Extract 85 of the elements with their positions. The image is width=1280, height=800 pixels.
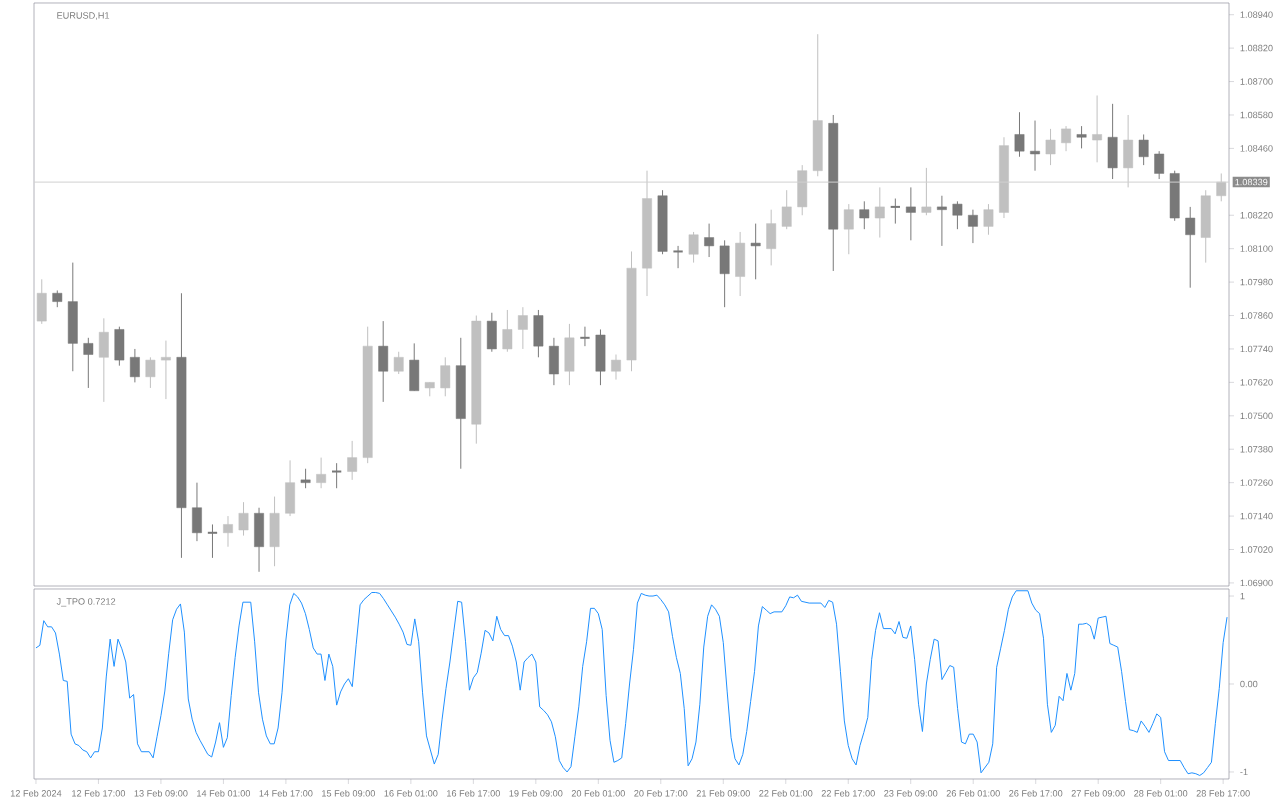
x-tick-label: 23 Feb 09:00 [884, 789, 938, 797]
candlestick [129, 348, 140, 383]
y-tick-label: 1.08220 [1240, 212, 1273, 219]
y-tick-label: 1 [1240, 592, 1245, 600]
x-tick-label: 12 Feb 17:00 [72, 789, 126, 797]
y-tick-label: 1.07620 [1240, 379, 1273, 386]
x-tick-label: 14 Feb 17:00 [259, 789, 313, 797]
x-tick-label: 19 Feb 09:00 [509, 789, 563, 797]
candlestick [952, 200, 963, 230]
candlestick [688, 231, 699, 264]
candlestick [1061, 125, 1071, 152]
candlestick [83, 337, 94, 389]
candlestick [843, 203, 854, 255]
candlestick [905, 186, 916, 241]
x-tick-label: 20 Feb 17:00 [634, 789, 688, 797]
x-tick-label: 20 Feb 01:00 [571, 789, 625, 797]
candlestick [1030, 120, 1040, 172]
candlestick [1138, 133, 1149, 166]
y-tick-label: 1.07380 [1240, 445, 1273, 453]
y-tick-label: 1.07260 [1240, 479, 1273, 486]
candlestick [889, 198, 901, 225]
text: J_TPO 0.7212 [56, 598, 116, 607]
x-tick-label: 16 Feb 01:00 [384, 789, 438, 797]
candlestick [393, 351, 404, 375]
candlestick [238, 501, 249, 537]
x-tick-label: 28 Feb 17:00 [1196, 789, 1250, 797]
candlestick [781, 189, 792, 230]
candlestick [440, 356, 451, 397]
x-tick-label: 12 Feb 2024 [10, 789, 62, 797]
candlestick [936, 195, 947, 247]
candlestick [704, 223, 715, 258]
y-tick-label: 1.08940 [1240, 11, 1273, 18]
y-tick-label: 1.08100 [1240, 245, 1273, 252]
x-tick-label: 13 Feb 09:00 [134, 789, 188, 797]
candlestick [1216, 172, 1227, 202]
candlestick [874, 186, 885, 239]
x-tick-label: 14 Feb 01:00 [197, 789, 251, 797]
y-tick-label: 1.07020 [1240, 546, 1273, 553]
x-tick-label: 15 Feb 09:00 [322, 789, 376, 797]
candlestick [517, 306, 528, 350]
candlestick [161, 340, 171, 400]
y-tick-label: 1.07860 [1240, 312, 1273, 319]
x-tick-label: 27 Feb 09:00 [1071, 789, 1125, 797]
candlestick [300, 468, 311, 489]
text: EURUSD,H1 [57, 12, 110, 20]
candlestick [1076, 125, 1087, 149]
x-tick-label: 26 Feb 01:00 [946, 789, 1000, 797]
ref-line-label: 1.08339 [1235, 178, 1268, 186]
y-tick-label: 1.08820 [1240, 44, 1273, 52]
candlestick [611, 354, 621, 381]
candlestick [223, 515, 233, 548]
x-tick-label: 22 Feb 01:00 [759, 789, 813, 797]
candlestick [750, 223, 761, 280]
candlestick [859, 200, 870, 230]
candlestick [1014, 111, 1025, 158]
y-tick-label: 1.07740 [1240, 345, 1273, 353]
y-tick-label: 0.00 [1240, 680, 1258, 688]
candlestick [672, 245, 684, 269]
y-tick-label: 1.07500 [1240, 412, 1273, 420]
y-tick-label: 1.08700 [1240, 78, 1273, 85]
candlestick [502, 309, 513, 353]
x-tick-label: 21 Feb 09:00 [696, 789, 750, 797]
candlestick [316, 457, 327, 489]
y-tick-label: 1.06900 [1240, 579, 1273, 587]
candlestick [347, 440, 358, 481]
y-tick-label: 1.08460 [1240, 145, 1273, 152]
candlestick [1154, 150, 1165, 180]
x-tick-label: 28 Feb 01:00 [1134, 789, 1188, 797]
candlestick [579, 326, 591, 347]
y-tick-label: -1 [1240, 768, 1248, 776]
candlestick [1185, 206, 1196, 289]
candlestick [983, 203, 994, 236]
candlestick [145, 356, 156, 389]
x-tick-label: 22 Feb 17:00 [821, 789, 875, 797]
y-tick-label: 1.07980 [1240, 278, 1273, 286]
candlestick [921, 167, 932, 216]
candlestick [330, 462, 343, 489]
x-tick-label: 26 Feb 17:00 [1009, 789, 1063, 797]
candlestick [968, 209, 978, 244]
y-tick-label: 1.07140 [1240, 512, 1273, 520]
candlestick [1092, 94, 1102, 163]
candlestick [206, 523, 219, 559]
y-tick-label: 1.08580 [1240, 111, 1273, 119]
x-tick-label: 16 Feb 17:00 [447, 789, 500, 797]
candlestick [1045, 128, 1056, 166]
